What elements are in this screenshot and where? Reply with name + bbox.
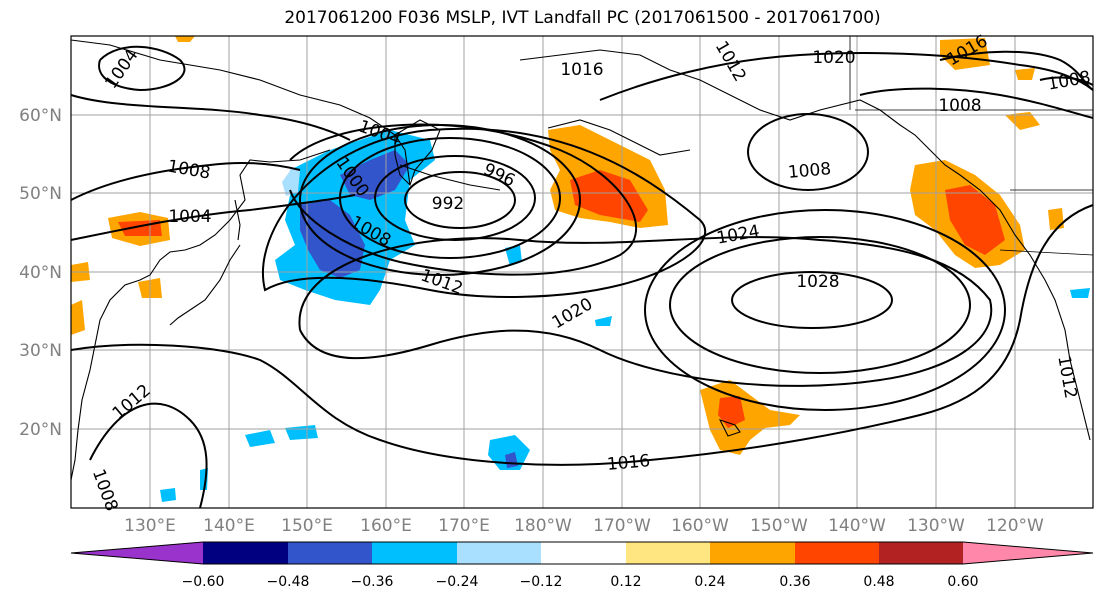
neg-region-kamchatka-core [340, 150, 410, 200]
colorbar-label: 0.60 [947, 574, 978, 590]
colorbar-label: −0.12 [520, 574, 563, 590]
aleutians [399, 119, 691, 191]
map-panel: 1004 1016 1012 1020 1016 1008 1008 1004 … [70, 31, 1094, 514]
neg-region-core [300, 200, 365, 278]
colorbar-cell [457, 542, 541, 564]
colorbar-cell [203, 542, 288, 564]
lat-tick-label: 40°N [19, 263, 62, 283]
colorbar-cell [795, 542, 879, 564]
isobar-label: 1008 [787, 159, 832, 183]
colorbar-cell [71, 542, 203, 564]
colorbar-label: −0.60 [182, 574, 225, 590]
lat-tick-label: 60°N [19, 106, 62, 126]
colorbar-label: 0.24 [694, 574, 725, 590]
lon-tick-label: 130°W [907, 516, 965, 536]
asia-coast [70, 39, 411, 481]
lon-tick-label: 140°W [828, 516, 886, 536]
colorbar: −0.60 −0.48 −0.36 −0.24 −0.12 0.12 0.24 … [70, 541, 1094, 590]
lon-tick-labels: 130°E 140°E 150°E 160°E 170°E 180°W 170°… [124, 516, 1044, 536]
colorbar-cell [710, 542, 795, 564]
colorbar-label: 0.12 [610, 574, 641, 590]
lat-tick-label: 30°N [19, 341, 62, 361]
isobar-label: 1016 [560, 60, 603, 80]
colorbar-cell [288, 542, 372, 564]
lat-tick-labels: 60°N 50°N 40°N 30°N 20°N [19, 106, 62, 440]
lon-tick-label: 170°E [438, 516, 490, 536]
colorbar-label: −0.24 [436, 574, 479, 590]
colorbar-cell [626, 542, 710, 564]
isobar-label: 992 [432, 194, 464, 214]
lon-tick-label: 180°W [514, 516, 572, 536]
figure-title: 2017061200 F036 MSLP, IVT Landfall PC (2… [284, 8, 881, 28]
isobars [70, 45, 1094, 509]
negative-anomaly-shading [160, 130, 1090, 502]
borders [849, 36, 1094, 256]
positive-anomaly-shading [71, 36, 1064, 455]
colorbar-cell [963, 542, 1093, 564]
lon-tick-label: 170°W [593, 516, 651, 536]
lat-tick-label: 20°N [19, 420, 62, 440]
isobar-label: 1016 [606, 451, 651, 475]
colorbar-label: −0.48 [267, 574, 310, 590]
lon-tick-label: 160°E [360, 516, 412, 536]
isobar-label: 1008 [938, 96, 981, 116]
japan [169, 199, 241, 326]
hawaii [718, 419, 741, 437]
colorbar-cell [372, 542, 457, 564]
isobar-label: 1020 [812, 48, 855, 68]
lon-tick-label: 160°W [671, 516, 729, 536]
colorbar-cell [541, 542, 626, 564]
colorbar-cell [879, 542, 963, 564]
lon-tick-label: 140°E [203, 516, 255, 536]
isobar-label: 1004 [168, 207, 211, 227]
neg-region-japan-sea-light [282, 168, 300, 196]
lon-tick-label: 150°W [750, 516, 808, 536]
colorbar-label: 0.36 [779, 574, 810, 590]
lat-tick-label: 50°N [19, 184, 62, 204]
lon-tick-label: 120°W [986, 516, 1044, 536]
lon-tick-label: 130°E [124, 516, 176, 536]
lon-tick-label: 150°E [281, 516, 333, 536]
colorbar-labels: −0.60 −0.48 −0.36 −0.24 −0.12 0.12 0.24 … [182, 574, 979, 590]
colorbar-label: 0.48 [863, 574, 894, 590]
colorbar-label: −0.36 [351, 574, 394, 590]
isobar-label: 1028 [796, 272, 839, 292]
